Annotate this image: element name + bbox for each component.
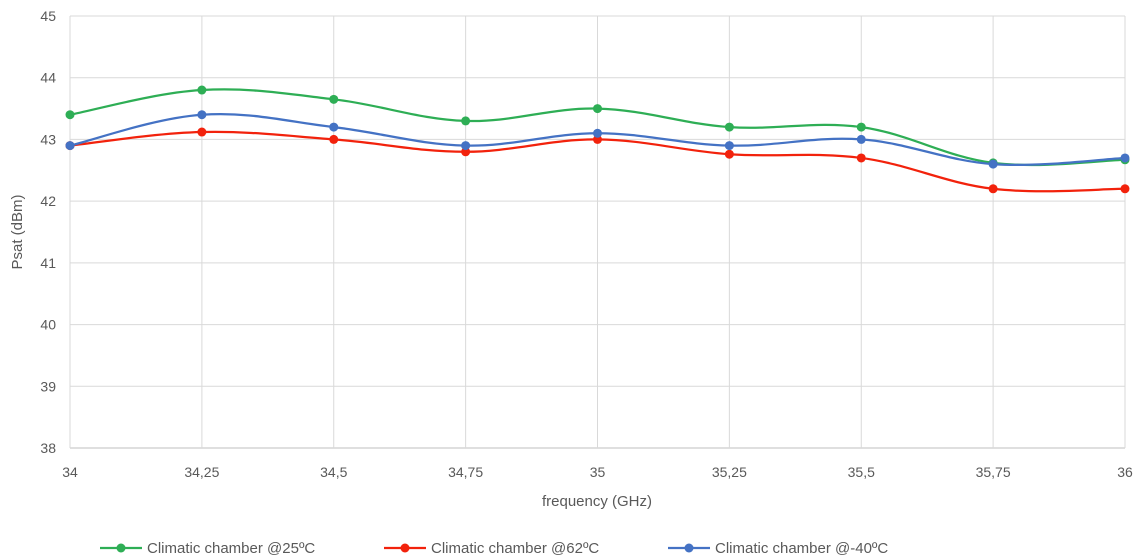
data-point [1120, 184, 1130, 194]
data-point [1120, 153, 1130, 163]
series-layer [65, 85, 1130, 194]
x-tick-label: 35,5 [848, 464, 875, 480]
y-tick-label: 40 [40, 317, 56, 333]
legend-label: Climatic chamber @-40ºC [715, 540, 888, 557]
x-tick-label: 34,75 [448, 464, 483, 480]
data-point [197, 110, 207, 120]
data-point [593, 128, 602, 138]
data-point [461, 116, 471, 126]
data-point [724, 141, 734, 151]
legend-item-3: Climatic chamber @-40ºC [668, 540, 888, 557]
data-point [329, 134, 339, 144]
y-tick-label: 42 [40, 193, 56, 209]
x-tick-label: 36 [1117, 464, 1133, 480]
legend-item-1: Climatic chamber @25ºC [100, 540, 315, 557]
legend: Climatic chamber @25ºC Climatic chamber @… [100, 540, 888, 557]
data-point [65, 141, 75, 151]
data-point [988, 159, 998, 169]
x-axis-title: frequency (GHz) [542, 493, 652, 510]
data-point [329, 122, 339, 132]
data-point [856, 153, 866, 163]
y-tick-label: 38 [40, 440, 56, 456]
legend-swatch-marker [684, 543, 694, 553]
y-tick-label: 39 [40, 378, 56, 394]
legend-label: Climatic chamber @62ºC [431, 540, 599, 557]
x-tick-label: 34,25 [184, 464, 219, 480]
series-3 [65, 110, 1130, 169]
y-tick-label: 43 [40, 131, 56, 147]
data-point [461, 147, 471, 157]
data-point [197, 127, 207, 137]
y-axis-title: Psat (dBm) [9, 194, 26, 269]
data-point [329, 94, 339, 104]
data-point [724, 149, 734, 159]
x-tick-label: 35,25 [712, 464, 747, 480]
x-tick-label: 35,75 [976, 464, 1011, 480]
data-point [65, 110, 75, 120]
data-point [461, 141, 471, 151]
legend-label: Climatic chamber @25ºC [147, 540, 315, 557]
legend-swatch-marker [116, 543, 126, 553]
data-point [988, 184, 998, 194]
data-point [724, 122, 734, 132]
series-2 [65, 127, 1130, 194]
x-axis-ticks: 34 34,25 34,5 34,75 35 35,25 35,5 35,75 36 [62, 464, 1133, 480]
y-tick-label: 45 [40, 8, 56, 24]
legend-swatch-marker [400, 543, 410, 553]
legend-item-2: Climatic chamber @62ºC [384, 540, 599, 557]
x-tick-label: 35 [590, 464, 606, 480]
y-tick-label: 44 [40, 70, 56, 86]
data-point [856, 134, 866, 144]
data-point [856, 122, 866, 132]
y-tick-label: 41 [40, 255, 56, 271]
data-point [593, 134, 602, 144]
x-tick-label: 34,5 [320, 464, 347, 480]
data-point [593, 104, 602, 114]
x-tick-label: 34 [62, 464, 78, 480]
data-point [197, 85, 207, 95]
y-axis-ticks: 38 39 40 41 42 43 44 45 [40, 8, 56, 456]
grid [69, 15, 1126, 449]
